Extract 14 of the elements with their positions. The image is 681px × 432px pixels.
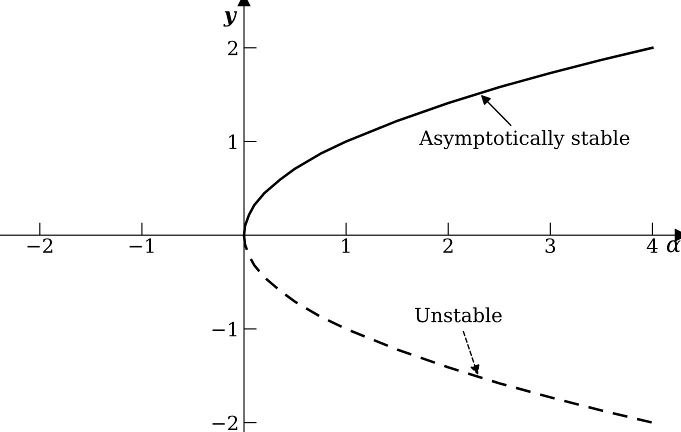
- annotation: Asymptotically stable: [419, 130, 630, 150]
- y-tick-label: 2: [228, 40, 238, 56]
- x-tick-label: 4: [646, 238, 658, 253]
- y-axis-title: y: [223, 11, 238, 27]
- x-tick-label: 1: [342, 238, 350, 253]
- y-tick-label: 1: [229, 134, 236, 149]
- y-tick-label: −2: [212, 416, 238, 430]
- x-tick-label: 2: [443, 238, 452, 253]
- x-axis-title: α: [666, 240, 681, 252]
- x-tick-label: −1: [130, 238, 154, 253]
- x-tick-label: 3: [546, 238, 556, 254]
- y-tick-label: −1: [212, 322, 236, 336]
- x-tick-label: −2: [28, 238, 52, 253]
- annotation: Unstable: [415, 307, 502, 322]
